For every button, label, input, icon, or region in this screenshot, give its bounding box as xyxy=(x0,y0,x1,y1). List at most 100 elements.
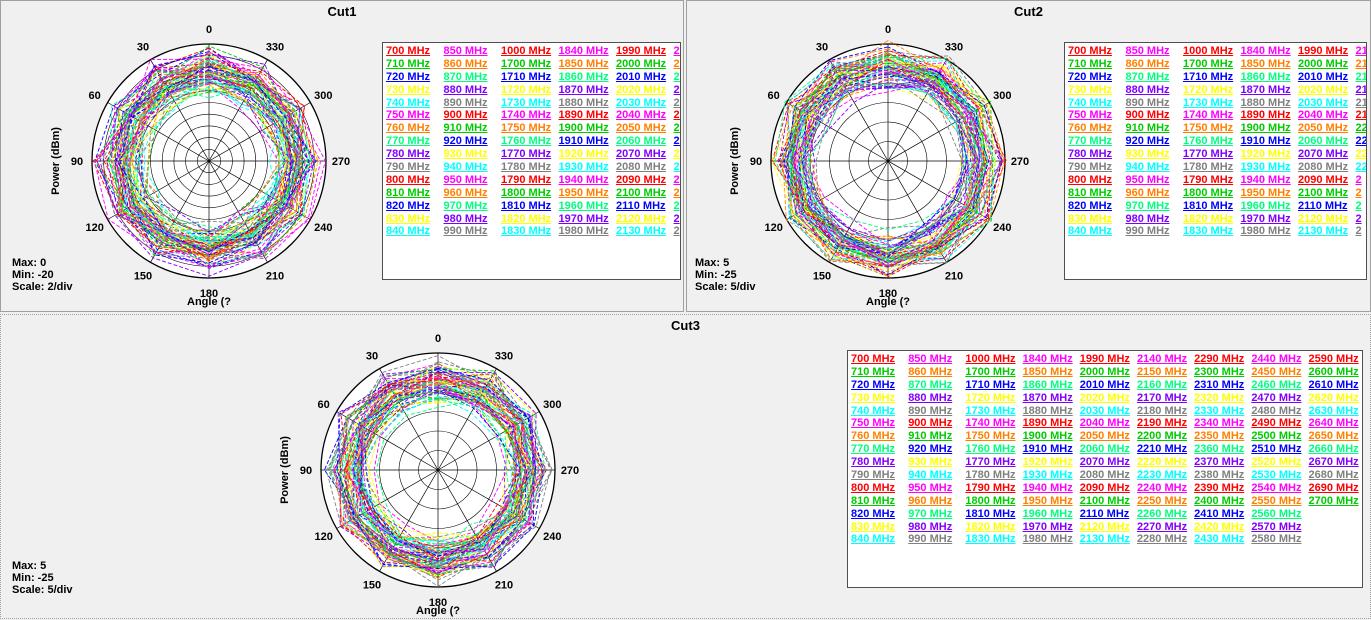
legend-item: 2210 MHz xyxy=(1136,443,1188,456)
y-axis-label: Power (dBm) xyxy=(279,436,291,504)
legend-item: 1760 MHz xyxy=(501,135,552,148)
legend-item: 2690 MHz xyxy=(1308,481,1359,494)
legend-item: 1700 MHz xyxy=(965,365,1016,378)
legend-item: 2140 MHz xyxy=(1355,45,1367,57)
legend-item: 1920 MHz xyxy=(558,148,609,161)
legend-item: 2080 MHz xyxy=(616,161,667,174)
series-line xyxy=(110,72,302,258)
cut3-scale: Scale: 5/div xyxy=(12,584,73,596)
legend-item: 720 MHz xyxy=(386,70,431,83)
legend-item: 770 MHz xyxy=(386,135,431,148)
legend-item: 2120 MHz xyxy=(1298,212,1349,225)
legend-item: 1930 MHz xyxy=(1022,469,1073,482)
legend-item: 2440 MHz xyxy=(1251,353,1302,365)
cut2-title: Cut2 xyxy=(1014,4,1043,19)
legend-item: 2050 MHz xyxy=(616,122,667,135)
legend-item: 800 MHz xyxy=(1068,173,1113,186)
series-line xyxy=(789,80,964,257)
series-line xyxy=(346,377,526,579)
legend-item: 2210 MHz xyxy=(673,135,681,148)
legend-item: 2470 MHz xyxy=(1251,391,1302,404)
legend-item: 1840 MHz xyxy=(558,45,609,57)
legend-item: 2140 MHz xyxy=(673,45,681,57)
legend-item: 1890 MHz xyxy=(1022,417,1073,430)
angle-label: 30 xyxy=(366,351,378,363)
angle-label: 120 xyxy=(765,222,783,234)
legend-item: 2660 MHz xyxy=(1308,443,1359,456)
legend-item: 940 MHz xyxy=(1125,161,1170,174)
series-line xyxy=(337,372,537,573)
legend-item: 1820 MHz xyxy=(965,520,1016,533)
legend-item: 1880 MHz xyxy=(1022,404,1073,417)
legend-item: 1860 MHz xyxy=(1022,378,1073,391)
legend-item: 2060 MHz xyxy=(1298,135,1349,148)
legend-item: 2070 MHz xyxy=(616,148,667,161)
legend-item: 1850 MHz xyxy=(558,57,609,70)
legend-item: 2450 MHz xyxy=(1251,365,1302,378)
angle-label: 210 xyxy=(495,579,513,591)
legend-item: 1700 MHz xyxy=(1183,57,1234,70)
legend-item: 22 xyxy=(673,173,681,186)
legend-item: 730 MHz xyxy=(851,391,896,404)
legend-item: 870 MHz xyxy=(1125,70,1170,83)
legend-item: 820 MHz xyxy=(851,507,896,520)
series-line xyxy=(122,62,301,259)
legend-item: 1760 MHz xyxy=(965,443,1016,456)
legend-item: 2130 MHz xyxy=(616,225,667,238)
legend-item: 850 MHz xyxy=(908,353,953,365)
legend-item: 2020 MHz xyxy=(1079,391,1130,404)
series-line xyxy=(125,80,301,243)
legend-item: 780 MHz xyxy=(851,456,896,469)
angle-label: 270 xyxy=(561,465,579,477)
legend-item: 2150 MHz xyxy=(673,57,681,70)
legend-item: 920 MHz xyxy=(443,135,488,148)
legend-item: 2680 MHz xyxy=(1308,469,1359,482)
legend-item: 2 xyxy=(1355,173,1362,186)
series-line xyxy=(132,81,282,241)
legend-item: 1950 MHz xyxy=(1022,494,1073,507)
polar-spoke xyxy=(208,102,311,162)
legend-item: 2200 MHz xyxy=(673,122,681,135)
series-line xyxy=(793,58,988,268)
legend-item: 2600 MHz xyxy=(1308,365,1359,378)
legend-item: 700 MHz xyxy=(386,45,431,57)
legend-item: 2400 MHz xyxy=(1194,494,1245,507)
legend-item: 2240 MHz xyxy=(1136,481,1188,494)
legend-item: 1720 MHz xyxy=(1183,83,1234,96)
series-line xyxy=(129,83,297,252)
legend-item: 1800 MHz xyxy=(1183,186,1234,199)
legend-item: 960 MHz xyxy=(1125,186,1170,199)
series-line xyxy=(120,51,317,264)
cut3-panel: Cut3 0 330 300 270 240 210 180 150 120 90 60 30 Powe… xyxy=(0,314,1371,619)
legend-item: 2100 MHz xyxy=(616,186,667,199)
legend-item: 920 MHz xyxy=(908,443,953,456)
legend-item: 2270 MHz xyxy=(1136,520,1188,533)
legend-item: 2090 MHz xyxy=(616,173,667,186)
legend-item: 1910 MHz xyxy=(1240,135,1291,148)
legend-item: 2520 MHz xyxy=(1251,456,1302,469)
cut3-min: Min: -25 xyxy=(12,572,54,584)
legend-item: 2170 MHz xyxy=(673,83,681,96)
legend-item: 810 MHz xyxy=(851,494,896,507)
legend-item: 730 MHz xyxy=(1068,83,1113,96)
series-line xyxy=(787,60,996,261)
legend-item: 2670 MHz xyxy=(1308,456,1359,469)
polar-spoke xyxy=(150,160,210,263)
angle-label: 240 xyxy=(543,531,561,543)
cut1-polar-chart: 0 330 300 270 240 210 180 150 120 90 60 30 Power (dB… xyxy=(50,24,350,308)
legend-item: 940 MHz xyxy=(908,469,953,482)
legend-item: 1790 MHz xyxy=(965,481,1016,494)
legend-item: 1870 MHz xyxy=(1022,391,1073,404)
series-line xyxy=(801,73,968,258)
legend-item: 2010 MHz xyxy=(1079,378,1130,391)
series-line xyxy=(106,66,301,267)
legend-item: 840 MHz xyxy=(851,533,896,546)
angle-label: 180 xyxy=(879,288,897,300)
legend-item: 2230 MHz xyxy=(1355,161,1367,174)
series-line xyxy=(357,396,521,542)
legend-item: 2190 MHz xyxy=(1136,417,1188,430)
legend-item: 1890 MHz xyxy=(1240,109,1291,122)
angle-label: 0 xyxy=(206,24,212,36)
legend-item: 1920 MHz xyxy=(1240,148,1291,161)
cut3-polar-chart: 0 330 300 270 240 210 180 150 120 90 60 30 Power (dB… xyxy=(279,333,579,617)
